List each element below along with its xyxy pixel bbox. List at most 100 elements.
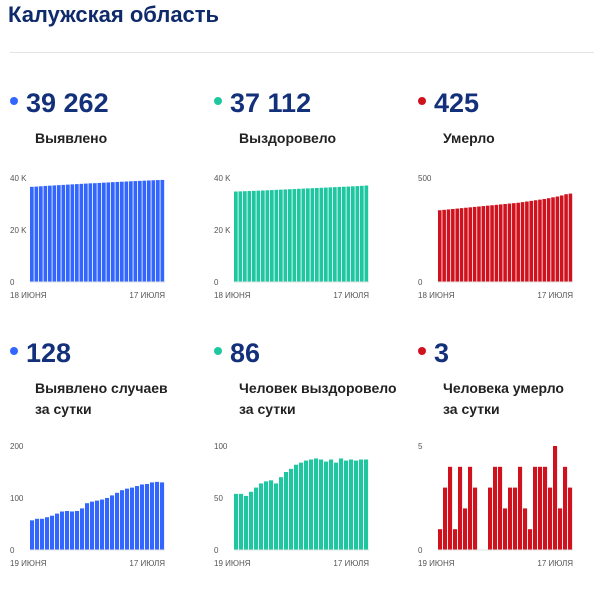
bar [50, 515, 55, 550]
bar [503, 508, 508, 550]
bar [115, 181, 120, 282]
bar [443, 487, 448, 550]
y-tick-label: 40 K [10, 174, 27, 183]
bar [151, 180, 156, 282]
bar [270, 190, 274, 282]
bar [446, 209, 451, 282]
bar [88, 183, 93, 282]
bar [349, 459, 354, 550]
stat-label: Человека умерло за сутки [443, 380, 564, 417]
bar [90, 501, 95, 550]
bar [160, 179, 165, 282]
y-tick-label: 0 [10, 278, 15, 287]
y-tick-label: 500 [418, 174, 432, 183]
bar [30, 520, 35, 550]
bar [543, 466, 548, 550]
bar [329, 459, 334, 550]
y-tick-label: 40 K [214, 174, 231, 183]
bar [523, 508, 528, 550]
series-dot [418, 346, 426, 355]
bar [463, 508, 468, 550]
bar [518, 466, 523, 550]
bar [129, 181, 133, 282]
bar [297, 188, 301, 282]
y-tick-label: 0 [10, 546, 15, 555]
bar [80, 508, 85, 550]
panel-daily-detected: 128 Выявлено случаев за сутки 0 100 200 19 И… [10, 338, 210, 608]
series-dot [10, 346, 18, 355]
y-tick-label: 0 [214, 278, 219, 287]
bar [244, 495, 249, 550]
x-tick-label: 19 ИЮНЯ [418, 559, 455, 568]
bar [39, 186, 43, 282]
bar [448, 466, 453, 550]
x-tick-label: 17 ИЮЛЯ [537, 291, 573, 300]
bar [315, 187, 319, 282]
bar [528, 529, 533, 550]
x-tick-label: 17 ИЮЛЯ [129, 291, 165, 300]
bar [533, 466, 538, 550]
bar [65, 511, 70, 550]
bar [57, 185, 61, 282]
page-title: Калужская область [8, 2, 220, 27]
bar [498, 466, 503, 550]
bar [111, 182, 115, 282]
bar [79, 183, 84, 282]
bar [264, 481, 269, 550]
bar [355, 186, 360, 282]
bar [438, 529, 443, 550]
bar [314, 458, 319, 550]
chart-daily-recovered: 0 50 100 19 ИЮНЯ 17 ИЮЛЯ [214, 442, 369, 568]
x-tick-label: 17 ИЮЛЯ [333, 291, 369, 300]
bar [490, 205, 494, 282]
bar [55, 513, 60, 550]
bar [102, 182, 106, 282]
bar [70, 184, 75, 282]
bar [525, 201, 529, 282]
bar [333, 187, 337, 282]
x-tick-label: 18 ИЮНЯ [214, 291, 251, 300]
bar [568, 193, 573, 282]
bar [503, 204, 507, 282]
bar [555, 196, 560, 282]
bar [310, 188, 315, 282]
bar [239, 493, 244, 550]
bar [533, 200, 538, 282]
y-tick-label: 5 [418, 442, 423, 451]
bar [48, 185, 52, 282]
bar [97, 182, 102, 282]
bar [346, 186, 351, 282]
bar [351, 186, 355, 282]
bar [508, 487, 513, 550]
chart-recovered: 0 20 K 40 K 18 ИЮНЯ 17 ИЮЛЯ [214, 174, 369, 300]
bar [468, 207, 473, 282]
bar [34, 186, 39, 282]
bar [364, 459, 369, 550]
bar [150, 482, 155, 550]
bar [339, 458, 344, 550]
bar [485, 205, 490, 282]
bar [106, 182, 111, 282]
y-tick-label: 0 [418, 546, 423, 555]
bar [274, 189, 279, 282]
bar [279, 189, 283, 282]
bar [269, 480, 274, 550]
series-dot [214, 346, 222, 355]
bar [256, 190, 261, 282]
bar [359, 459, 364, 550]
bar [309, 459, 314, 550]
bar [299, 462, 304, 550]
bar [160, 482, 165, 550]
bar [516, 202, 520, 282]
series-dot [418, 96, 426, 105]
bar [494, 204, 499, 282]
x-tick-label: 19 ИЮНЯ [214, 559, 251, 568]
bar [498, 204, 503, 282]
bar [301, 188, 306, 282]
chart-died: 0 500 18 ИЮНЯ 17 ИЮЛЯ [418, 174, 573, 300]
chart-daily-died: 0 5 19 ИЮНЯ 17 ИЮЛЯ [418, 442, 573, 568]
y-tick-label: 100 [10, 494, 24, 503]
bar [254, 487, 259, 550]
bar [306, 188, 310, 282]
chart-daily-detected: 0 100 200 19 ИЮНЯ 17 ИЮЛЯ [10, 442, 165, 568]
